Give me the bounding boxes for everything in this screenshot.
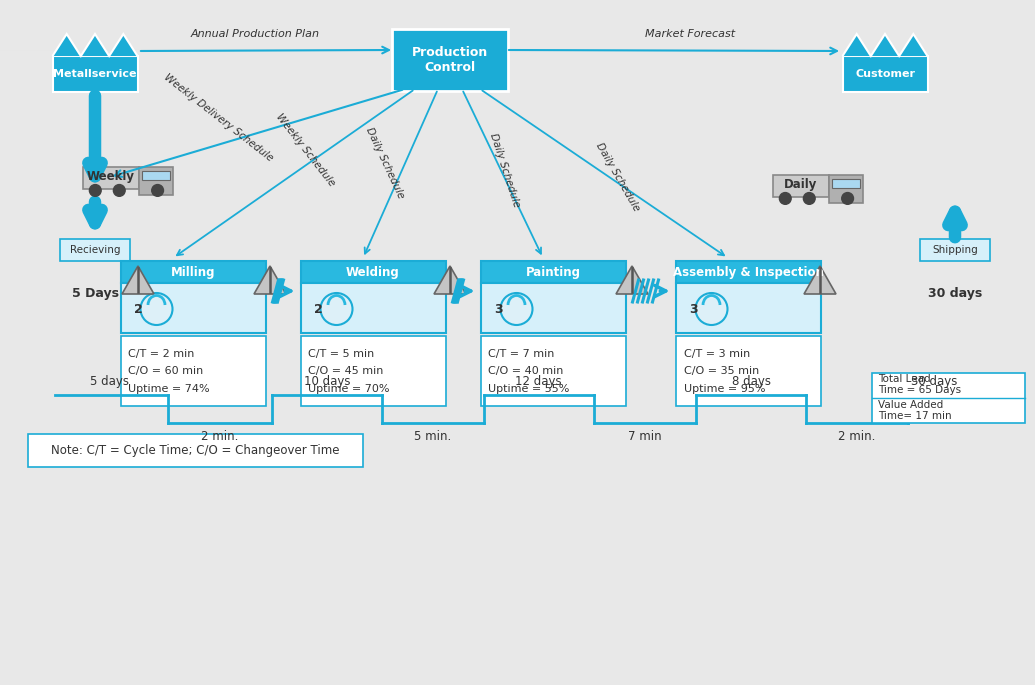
Bar <box>53 56 138 92</box>
Bar <box>676 336 821 406</box>
FancyBboxPatch shape <box>920 239 990 261</box>
Text: Weekly Delivery Schedule: Weekly Delivery Schedule <box>161 73 274 164</box>
Text: 3: 3 <box>494 303 503 316</box>
Text: Customer: Customer <box>855 69 915 79</box>
Text: Daily Schedule: Daily Schedule <box>364 126 406 200</box>
Text: 12 days: 12 days <box>514 375 561 388</box>
Polygon shape <box>434 266 466 294</box>
Bar <box>120 336 266 406</box>
Circle shape <box>141 293 173 325</box>
Polygon shape <box>122 266 154 294</box>
Text: 30 days: 30 days <box>911 375 957 388</box>
Text: Daily Schedule: Daily Schedule <box>594 141 642 213</box>
Text: Uptime = 95%: Uptime = 95% <box>683 384 765 393</box>
Text: Milling: Milling <box>171 266 215 279</box>
Circle shape <box>803 192 816 204</box>
Text: Painting: Painting <box>526 266 581 279</box>
Text: Metallservice: Metallservice <box>53 69 137 79</box>
Text: Daily Schedule: Daily Schedule <box>489 132 522 208</box>
Bar <box>480 336 625 406</box>
Polygon shape <box>53 34 138 56</box>
Text: 2: 2 <box>315 303 323 316</box>
Bar <box>300 336 445 406</box>
Text: Assembly & Inspection: Assembly & Inspection <box>673 266 824 279</box>
Text: Total Lead
Time = 65 Days: Total Lead Time = 65 Days <box>878 374 962 395</box>
Text: Uptime = 55%: Uptime = 55% <box>489 384 570 393</box>
Text: 2 min.: 2 min. <box>202 430 239 443</box>
Text: 7 min: 7 min <box>628 430 661 443</box>
Polygon shape <box>616 266 648 294</box>
Circle shape <box>779 192 791 204</box>
Bar <box>676 261 821 283</box>
Text: Annual Production Plan: Annual Production Plan <box>190 29 320 39</box>
Text: 5 min.: 5 min. <box>414 430 451 443</box>
Circle shape <box>152 184 164 197</box>
Bar <box>480 261 625 283</box>
Text: C/O = 45 min: C/O = 45 min <box>308 366 384 376</box>
Text: Uptime = 70%: Uptime = 70% <box>308 384 390 393</box>
Text: Recieving: Recieving <box>69 245 120 255</box>
Polygon shape <box>842 34 927 56</box>
Bar <box>83 167 139 189</box>
Circle shape <box>321 293 353 325</box>
Text: Production
Control: Production Control <box>412 46 489 74</box>
Text: Welding: Welding <box>346 266 400 279</box>
Text: 3: 3 <box>689 303 698 316</box>
Text: 5 days: 5 days <box>90 375 129 388</box>
FancyBboxPatch shape <box>392 29 508 91</box>
Text: C/T = 5 min: C/T = 5 min <box>308 349 375 358</box>
FancyBboxPatch shape <box>60 239 130 261</box>
Circle shape <box>501 293 532 325</box>
Text: 30 days: 30 days <box>927 286 982 299</box>
Text: 5 Days: 5 Days <box>71 286 118 299</box>
Text: 10 days: 10 days <box>303 375 350 388</box>
Text: 8 days: 8 days <box>732 375 770 388</box>
Bar <box>873 373 1025 423</box>
Text: C/O = 35 min: C/O = 35 min <box>683 366 759 376</box>
Text: Market Forecast: Market Forecast <box>645 29 735 39</box>
Bar <box>120 261 266 283</box>
Polygon shape <box>804 266 836 294</box>
Bar <box>300 283 445 333</box>
Circle shape <box>696 293 728 325</box>
Text: 2 min.: 2 min. <box>838 430 876 443</box>
Bar <box>139 167 173 195</box>
Bar <box>842 56 927 92</box>
Bar <box>480 283 625 333</box>
Bar <box>142 171 170 180</box>
Bar <box>832 179 860 188</box>
Text: Value Added
Time= 17 min: Value Added Time= 17 min <box>878 400 951 421</box>
Bar <box>28 434 363 467</box>
Text: C/O = 60 min: C/O = 60 min <box>128 366 204 376</box>
Text: C/T = 3 min: C/T = 3 min <box>683 349 749 358</box>
Bar <box>120 283 266 333</box>
Text: C/O = 40 min: C/O = 40 min <box>489 366 564 376</box>
Bar <box>773 175 829 197</box>
Text: C/T = 2 min: C/T = 2 min <box>128 349 195 358</box>
Text: C/T = 7 min: C/T = 7 min <box>489 349 555 358</box>
Bar <box>829 175 863 203</box>
Text: Shipping: Shipping <box>933 245 978 255</box>
Bar <box>300 261 445 283</box>
Text: Daily: Daily <box>785 177 818 190</box>
Polygon shape <box>254 266 286 294</box>
Text: 2: 2 <box>135 303 143 316</box>
Bar <box>676 283 821 333</box>
Text: Weekly: Weekly <box>87 170 135 183</box>
Text: Note: C/T = Cycle Time; C/O = Changeover Time: Note: C/T = Cycle Time; C/O = Changeover… <box>52 444 339 457</box>
Circle shape <box>841 192 854 204</box>
Circle shape <box>114 184 125 197</box>
Circle shape <box>89 184 101 197</box>
Text: Weekly Schedule: Weekly Schedule <box>273 112 336 188</box>
Text: Uptime = 74%: Uptime = 74% <box>128 384 210 393</box>
